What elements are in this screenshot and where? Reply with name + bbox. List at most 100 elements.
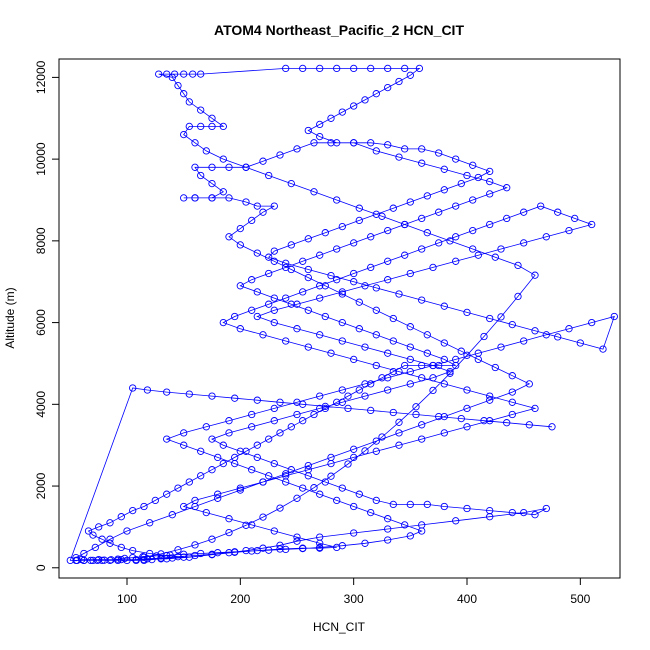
data-point <box>361 282 369 290</box>
data-point <box>129 546 137 555</box>
y-tick-label: 2000 <box>34 472 48 499</box>
data-point <box>333 276 341 284</box>
data-point <box>163 388 171 396</box>
data-point <box>106 519 114 527</box>
data-point <box>197 171 205 180</box>
data-point <box>293 300 301 308</box>
data-point <box>174 81 182 90</box>
data-point <box>180 502 188 511</box>
data-point <box>225 233 233 241</box>
data-point <box>214 494 222 502</box>
data-point <box>350 453 358 462</box>
data-point <box>248 423 256 431</box>
x-tick-label: 100 <box>117 592 137 606</box>
data-point <box>418 361 426 370</box>
data-point <box>372 306 380 314</box>
data-point <box>508 388 516 396</box>
data-point <box>508 320 516 329</box>
data-point <box>259 513 267 521</box>
data-point <box>406 343 414 351</box>
data-point <box>225 528 233 537</box>
data-point <box>208 163 216 171</box>
data-point <box>367 263 375 272</box>
data-point <box>236 484 244 492</box>
data-point <box>452 233 460 241</box>
data-point <box>480 417 488 425</box>
data-point <box>469 196 477 204</box>
data-point <box>486 513 494 521</box>
data-point <box>191 541 199 549</box>
data-point <box>401 145 409 153</box>
data-point <box>463 171 471 180</box>
data-point <box>168 511 176 519</box>
data-point <box>406 269 414 278</box>
data-point <box>157 550 165 558</box>
data-point <box>372 210 380 218</box>
data-point <box>66 556 74 565</box>
data-point <box>338 337 346 345</box>
data-point <box>259 331 267 339</box>
data-point <box>123 527 131 535</box>
chart-title: ATOM4 Northeast_Pacific_2 HCN_CIT <box>214 22 464 38</box>
data-point <box>565 325 573 333</box>
data-point <box>486 190 494 198</box>
data-point <box>236 224 244 233</box>
data-point <box>327 349 335 357</box>
data-point <box>316 251 324 259</box>
data-point <box>276 541 284 549</box>
data-point <box>395 290 403 298</box>
data-point <box>440 502 448 511</box>
data-point <box>219 188 227 196</box>
data-point <box>491 253 499 261</box>
data-point <box>542 331 550 339</box>
data-point <box>253 249 261 257</box>
data-point <box>355 325 363 333</box>
data-point <box>180 553 188 561</box>
data-point <box>208 435 216 443</box>
data-point <box>117 555 125 564</box>
data-point <box>180 130 188 139</box>
data-point <box>440 302 448 310</box>
data-point <box>276 545 284 553</box>
data-point <box>333 196 341 204</box>
data-point <box>242 447 250 455</box>
data-point <box>497 313 505 321</box>
data-point <box>497 343 505 351</box>
data-point <box>253 396 261 404</box>
data-point <box>355 298 363 306</box>
data-point <box>338 386 346 394</box>
data-point <box>202 423 210 431</box>
data-point <box>418 214 426 223</box>
data-point <box>418 527 426 535</box>
data-point <box>157 554 165 562</box>
data-point <box>293 494 301 502</box>
y-axis-label: Altitude (m) <box>3 287 17 348</box>
data-point <box>321 229 329 237</box>
data-point <box>440 186 448 194</box>
data-point <box>304 461 312 470</box>
data-point <box>412 403 420 411</box>
data-point <box>321 312 329 321</box>
y-tick-label: 10000 <box>34 142 48 176</box>
data-point <box>248 521 256 529</box>
data-point <box>208 535 216 543</box>
data-point <box>350 102 358 110</box>
data-point <box>253 202 261 210</box>
data-point <box>214 549 222 557</box>
data-point <box>299 288 307 296</box>
data-point <box>389 314 397 323</box>
data-point <box>321 478 329 486</box>
data-point <box>316 543 324 552</box>
data-point <box>248 410 256 419</box>
data-point <box>89 556 97 565</box>
data-point <box>350 355 358 364</box>
data-point <box>282 64 290 73</box>
series-line-layer <box>69 68 615 561</box>
data-point <box>508 410 516 419</box>
data-point <box>236 486 244 494</box>
data-point <box>361 343 369 351</box>
data-point <box>321 404 329 413</box>
y-tick-label: 4000 <box>34 391 48 418</box>
data-point <box>293 325 301 333</box>
data-point <box>327 472 335 480</box>
